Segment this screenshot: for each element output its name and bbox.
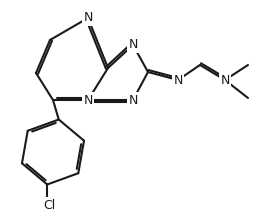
Text: N: N <box>128 94 138 107</box>
Text: N: N <box>83 94 93 107</box>
Text: N: N <box>83 12 93 24</box>
Text: N: N <box>173 73 183 87</box>
Text: Cl: Cl <box>43 199 55 212</box>
Text: N: N <box>220 73 230 87</box>
Text: N: N <box>128 39 138 51</box>
